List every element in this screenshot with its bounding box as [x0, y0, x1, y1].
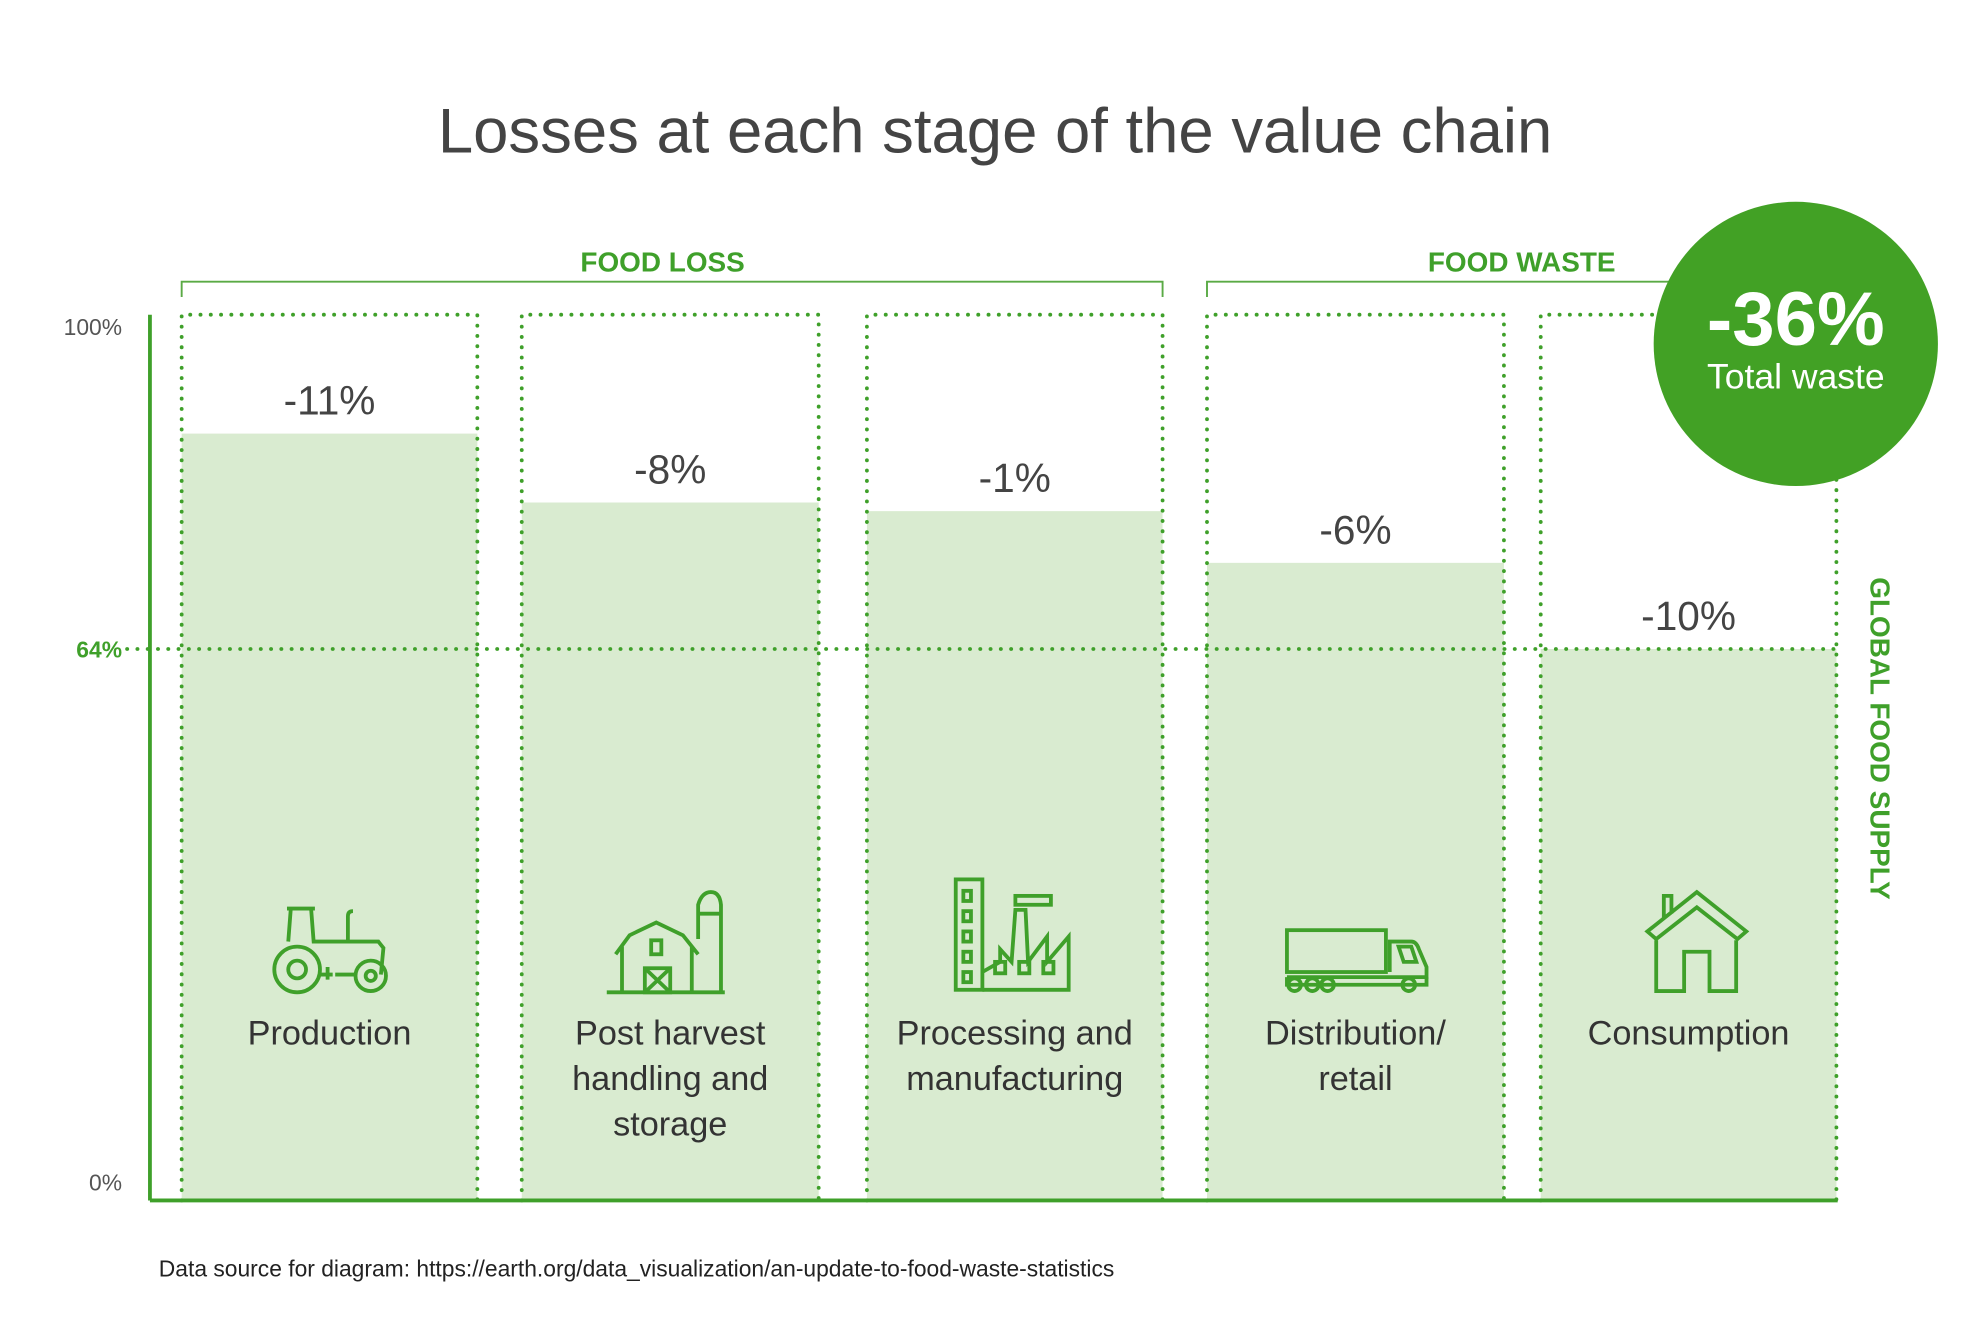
bars: -11% Production -8% Post harvest handling an… [179, 312, 1839, 1203]
data-source-note: Data source for diagram: https://earth.o… [159, 1256, 1114, 1282]
data-label: -6% [1319, 507, 1391, 553]
bar [1540, 649, 1837, 1201]
bar-column: -8% Post harvest handling and storage [519, 312, 821, 1203]
barn-silo-icon [606, 890, 725, 995]
category-label: Post harvest [575, 1014, 766, 1052]
category-label: Processing and [897, 1014, 1133, 1052]
bar-column: -10% Consumption [1538, 312, 1839, 1203]
bar-column: -1% Processing and manufacturing [865, 312, 1165, 1203]
bar-outline [865, 312, 1165, 1203]
food-loss-bracket: FOOD LOSS [180, 247, 1164, 297]
house-icon [1644, 889, 1750, 993]
bar [181, 433, 478, 1201]
category-label: Production [248, 1014, 412, 1052]
bar-column: -6% Distribution/retail [1205, 312, 1506, 1203]
food-waste-label: FOOD WASTE [1428, 247, 1616, 278]
category-label: retail [1318, 1060, 1392, 1098]
bar-outline [1538, 312, 1839, 1203]
category-label: storage [613, 1106, 727, 1144]
global-food-supply-label: GLOBAL FOOD SUPPLY [1865, 577, 1896, 900]
total-waste-value: -36% [1707, 277, 1885, 362]
total-waste-badge: -36% Total waste [1653, 201, 1938, 487]
data-label: -11% [284, 378, 376, 424]
bar [1206, 562, 1504, 1201]
bar [866, 511, 1163, 1201]
factory-icon [953, 877, 1071, 992]
food-loss-label: FOOD LOSS [580, 247, 744, 278]
total-waste-label: Total waste [1707, 356, 1885, 396]
data-label: -8% [634, 446, 706, 492]
bar-outline [519, 312, 821, 1203]
y-tick-64: 64% [76, 636, 122, 662]
bar-column: -11% Production [179, 312, 480, 1203]
category-label: manufacturing [906, 1060, 1123, 1098]
category-label: Distribution/ [1265, 1014, 1446, 1052]
y-tick-100: 100% [64, 314, 122, 340]
y-tick-0: 0% [89, 1169, 122, 1195]
category-label: handling and [572, 1060, 768, 1098]
tractor-icon [272, 906, 388, 995]
data-label: -10% [1641, 593, 1736, 639]
truck-icon [1285, 928, 1429, 993]
category-label: Consumption [1588, 1014, 1790, 1052]
bar-outline [179, 312, 480, 1203]
data-label: -1% [979, 455, 1051, 501]
bar-outline [1205, 312, 1506, 1203]
bar [521, 502, 819, 1201]
chart-title: Losses at each stage of the value chain [438, 96, 1552, 166]
